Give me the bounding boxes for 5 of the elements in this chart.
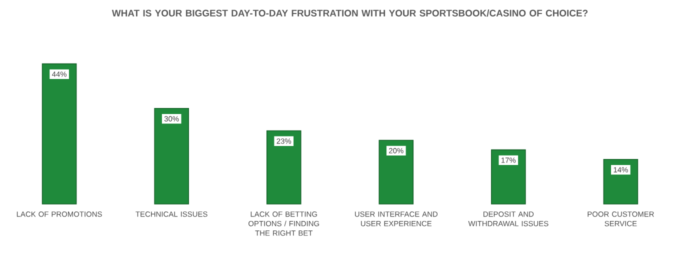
- bar: [154, 108, 189, 204]
- chart-title: WHAT IS YOUR BIGGEST DAY-TO-DAY FRUSTRATION WITH YOUR SPORTSBOOK/CASINO OF CHOICE?: [112, 10, 588, 17]
- bar: [266, 130, 302, 204]
- bar: [378, 140, 414, 204]
- bar: [42, 63, 77, 204]
